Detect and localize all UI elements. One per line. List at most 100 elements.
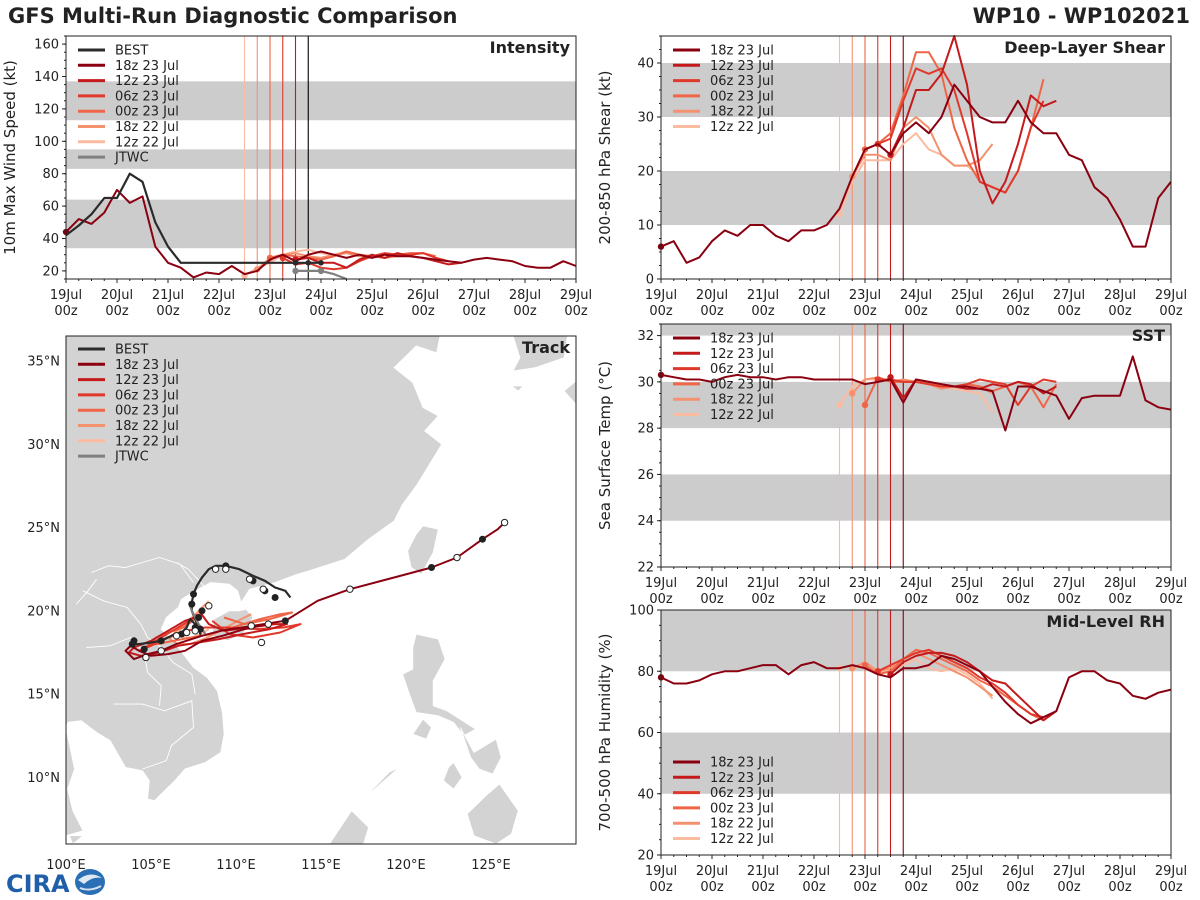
shear-x-tick-label: 19Jul	[645, 288, 677, 303]
sst-legend-label: 00z 23 Jul	[710, 377, 774, 392]
rh-x-tick-label: 20Jul	[696, 864, 728, 879]
rh-y-axis-label: 700-500 hPa Humidity (%)	[596, 633, 614, 831]
track-open-point	[142, 653, 150, 662]
track-filled-point	[190, 590, 197, 598]
track-open-point	[245, 575, 254, 583]
shear-legend-label: 12z 23 Jul	[710, 59, 774, 74]
rh-x-tick-label: 25Jul	[951, 864, 983, 879]
shear-y-tick-label: 30	[637, 111, 654, 126]
track-x-tick-label: 100°E	[46, 858, 86, 873]
intensity-x-tick-label: 27Jul	[458, 288, 490, 303]
shear-x-tick-label: 22Jul	[798, 288, 830, 303]
track-open-point	[500, 518, 509, 527]
sst-x-tick-label: 00z	[904, 592, 928, 607]
track-legend-label: JTWC	[114, 450, 149, 465]
track-legend-label: BEST	[115, 343, 148, 358]
sst-panel-title: SST	[1132, 326, 1165, 345]
intensity-legend-label: BEST	[115, 44, 148, 59]
track-series-line	[124, 521, 506, 661]
sst-band	[661, 474, 1171, 521]
shear-x-tick-label: 00z	[700, 304, 724, 319]
land-shape	[412, 718, 432, 740]
intensity-y-axis-label: 10m Max Wind Speed (kt)	[1, 60, 19, 255]
country-border	[176, 562, 205, 587]
intensity-x-tick-label: 00z	[513, 304, 537, 319]
rh-series-start-point	[849, 664, 856, 672]
shear-legend-label: 06z 23 Jul	[710, 74, 774, 89]
sst-series-start-point	[849, 390, 856, 397]
rh-series-line	[877, 648, 1044, 719]
intensity-panel: 2040608010012014016019Jul00z20Jul00z21Ju…	[1, 35, 592, 319]
track-legend-label: 06z 23 Jul	[115, 388, 179, 403]
land-shape	[329, 810, 370, 844]
shear-x-tick-label: 00z	[802, 304, 826, 319]
rh-x-tick-label: 19Jul	[645, 864, 677, 879]
shear-x-tick-label: 00z	[1057, 304, 1081, 319]
track-legend-label: 18z 23 Jul	[115, 358, 179, 373]
track-open-point	[172, 632, 181, 640]
intensity-y-tick-label: 160	[34, 38, 59, 53]
intensity-x-tick-label: 00z	[309, 304, 333, 319]
shear-y-tick-label: 0	[646, 273, 654, 288]
intensity-x-tick-label: 25Jul	[356, 288, 388, 303]
sst-legend-label: 18z 23 Jul	[710, 332, 774, 347]
sst-x-tick-label: 00z	[1159, 592, 1183, 607]
track-x-tick-label: 105°E	[131, 858, 171, 873]
track-y-tick-label: 25°N	[27, 521, 60, 536]
sst-y-axis-label: Sea Surface Temp (°C)	[596, 361, 614, 530]
land-shape	[68, 835, 85, 844]
sst-x-tick-label: 29Jul	[1155, 576, 1187, 591]
shear-y-tick-label: 20	[637, 165, 654, 180]
sst-x-tick-label: 00z	[802, 592, 826, 607]
track-y-tick-label: 20°N	[27, 604, 60, 619]
intensity-legend-label: JTWC	[114, 151, 149, 166]
rh-x-tick-label: 21Jul	[747, 864, 779, 879]
intensity-best-line	[65, 172, 321, 264]
country-border	[113, 700, 194, 770]
rh-x-tick-label: 00z	[649, 880, 673, 895]
rh-band	[661, 610, 1171, 672]
intensity-x-tick-label: 00z	[564, 304, 588, 319]
sst-x-tick-label: 21Jul	[747, 576, 779, 591]
rh-x-tick-label: 00z	[700, 880, 724, 895]
intensity-x-tick-label: 28Jul	[509, 288, 541, 303]
sst-legend-label: 12z 23 Jul	[710, 347, 774, 362]
sst-series-line	[660, 355, 1172, 432]
track-x-tick-label: 115°E	[301, 858, 341, 873]
land-shape	[563, 380, 576, 407]
sst-x-tick-label: 28Jul	[1104, 576, 1136, 591]
track-open-point	[259, 585, 267, 593]
intensity-panel-title: Intensity	[490, 38, 571, 57]
track-y-tick-label: 10°N	[27, 771, 60, 786]
intensity-series-line	[269, 250, 437, 261]
land-shape	[442, 761, 463, 790]
shear-series-line	[889, 35, 1057, 205]
intensity-x-tick-label: 26Jul	[407, 288, 439, 303]
intensity-x-tick-label: 00z	[411, 304, 435, 319]
rh-x-tick-label: 00z	[853, 880, 877, 895]
intensity-x-tick-label: 00z	[360, 304, 384, 319]
intensity-x-tick-label: 20Jul	[101, 288, 133, 303]
intensity-legend-label: 06z 23 Jul	[115, 89, 179, 104]
sst-legend-label: 12z 22 Jul	[710, 408, 774, 423]
sst-x-tick-label: 25Jul	[951, 576, 983, 591]
land-shape	[466, 783, 519, 844]
sst-x-tick-label: 00z	[751, 592, 775, 607]
rh-legend-label: 18z 23 Jul	[710, 756, 774, 771]
sst-plot-area	[661, 324, 1171, 567]
intensity-x-tick-label: 24Jul	[305, 288, 337, 303]
shear-legend-label: 00z 23 Jul	[710, 89, 774, 104]
intensity-legend-label: 18z 22 Jul	[115, 120, 179, 135]
sst-band	[661, 324, 1171, 336]
intensity-band	[66, 199, 576, 249]
sst-y-tick-label: 24	[637, 514, 654, 529]
track-y-tick-label: 35°N	[27, 354, 60, 369]
rh-panel: 2040608010019Jul00z20Jul00z21Jul00z22Jul…	[596, 604, 1187, 896]
shear-x-tick-label: 00z	[1159, 304, 1183, 319]
shear-y-tick-label: 40	[637, 57, 654, 72]
track-open-point	[346, 585, 354, 593]
track-frame	[65, 335, 577, 845]
sst-series-start-point	[861, 401, 869, 409]
figure-title: GFS Multi-Run Diagnostic Comparison	[8, 4, 458, 28]
rh-legend-label: 12z 23 Jul	[710, 771, 774, 786]
